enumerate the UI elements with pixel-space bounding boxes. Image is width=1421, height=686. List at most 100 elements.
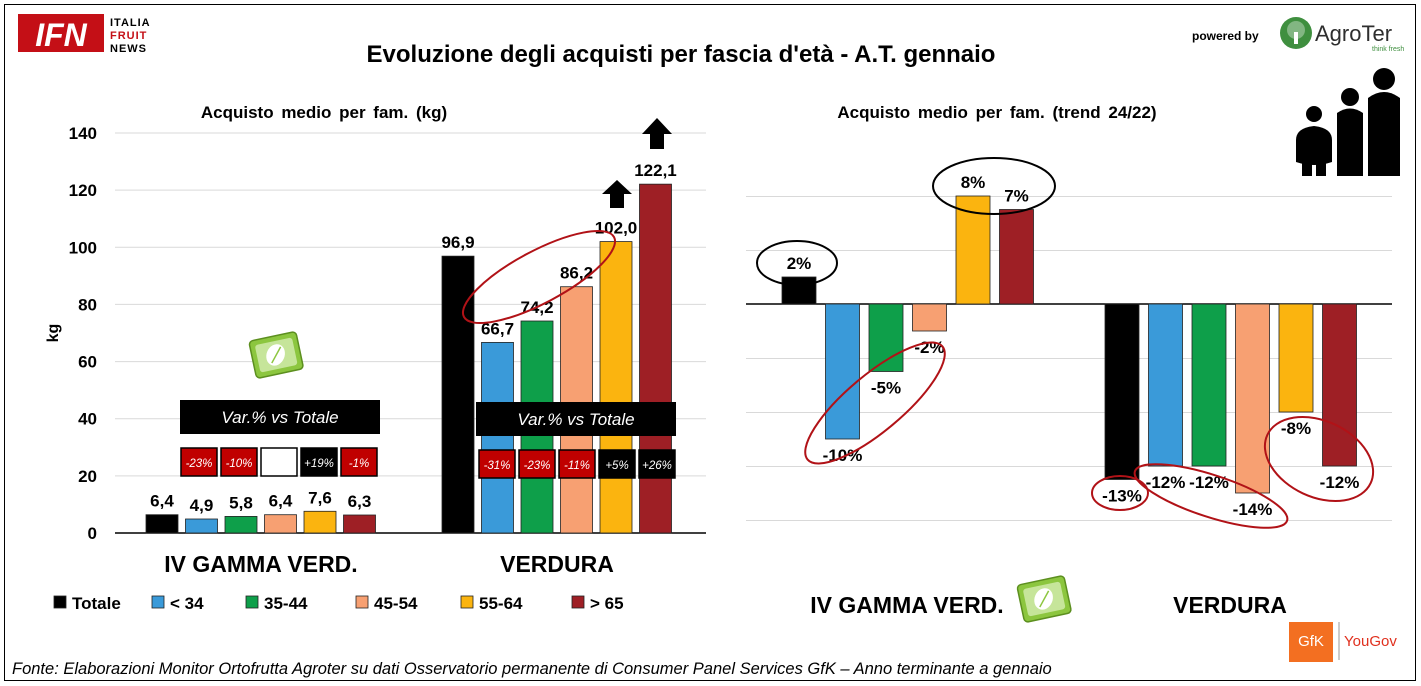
y-tick-label: 140 xyxy=(69,124,97,143)
category-label: VERDURA xyxy=(500,551,614,577)
data-label: 7,6 xyxy=(308,488,332,507)
family-silhouette-icon xyxy=(1296,68,1400,176)
agroter-tagline: think fresh xyxy=(1372,46,1404,53)
bar xyxy=(1149,304,1183,466)
var-box-iv-gamma: Var.% vs Totale -23% -10% +19% -1% xyxy=(180,400,380,476)
y-tick-label: 80 xyxy=(78,295,97,314)
salad-package-icon xyxy=(249,331,304,378)
y-tick-label: 100 xyxy=(69,238,97,257)
legend-swatch xyxy=(461,596,473,608)
bar xyxy=(304,511,336,533)
salad-package-icon xyxy=(1017,575,1072,622)
bar xyxy=(782,277,816,304)
var-chip-label: -23% xyxy=(524,460,551,472)
data-label: 5,8 xyxy=(229,493,253,512)
bar xyxy=(1000,210,1034,305)
bar xyxy=(186,519,218,533)
data-label: -12% xyxy=(1146,473,1186,492)
var-box-label: Var.% vs Totale xyxy=(221,408,338,427)
source-note: Fonte: Elaborazioni Monitor Ortofrutta A… xyxy=(12,660,1052,678)
legend-swatch xyxy=(572,596,584,608)
bar xyxy=(225,516,257,533)
powered-by-text: powered by xyxy=(1192,29,1259,43)
ifn-logo: IFN ITALIA FRUIT NEWS xyxy=(18,14,151,55)
gfk-logo-text: GfK xyxy=(1298,633,1324,650)
var-chip-label: +19% xyxy=(304,458,334,470)
data-label: 102,0 xyxy=(595,219,638,238)
legend-label: Totale xyxy=(72,594,121,613)
data-label: 122,1 xyxy=(634,161,677,180)
data-label: 96,9 xyxy=(441,233,474,252)
data-label: -13% xyxy=(1102,487,1142,506)
bar xyxy=(913,304,947,331)
var-chip-label: -31% xyxy=(484,460,511,472)
bar xyxy=(1323,304,1357,466)
gfk-logo: GfK YouGov xyxy=(1289,622,1397,662)
bar xyxy=(344,515,376,533)
y-tick-label: 20 xyxy=(78,467,97,486)
category-label: IV GAMMA VERD. xyxy=(810,592,1003,618)
legend-swatch xyxy=(54,596,66,608)
bar xyxy=(640,184,672,533)
left-chart-y-axis-label: kg xyxy=(45,324,62,343)
right-chart: Acquisto medio per fam. (trend 24/22) 2%… xyxy=(746,103,1392,618)
up-arrow-icon xyxy=(602,180,632,208)
data-label: 8% xyxy=(961,173,986,192)
data-label: 6,4 xyxy=(150,492,174,511)
left-chart: Acquisto medio per fam. (kg) kg 0 20 40 60 8… xyxy=(45,103,706,577)
data-label: 7% xyxy=(1004,187,1029,206)
legend-label: 55-64 xyxy=(479,594,523,613)
legend: Totale < 34 35-44 45-54 55-64 > 65 xyxy=(54,594,624,613)
y-tick-label: 120 xyxy=(69,181,97,200)
legend-label: > 65 xyxy=(590,594,624,613)
var-chip xyxy=(261,448,297,476)
legend-label: 35-44 xyxy=(264,594,308,613)
data-label: -5% xyxy=(871,379,901,398)
category-label: IV GAMMA VERD. xyxy=(164,551,357,577)
var-box-label: Var.% vs Totale xyxy=(517,410,634,429)
data-label: -12% xyxy=(1189,473,1229,492)
bar xyxy=(1192,304,1226,466)
legend-label: 45-54 xyxy=(374,594,418,613)
bar xyxy=(1105,304,1139,480)
data-label: 86,2 xyxy=(560,264,593,283)
bar xyxy=(1279,304,1313,412)
var-chip-label: -23% xyxy=(186,458,213,470)
ifn-logo-mark: IFN xyxy=(35,17,87,53)
page-title: Evoluzione degli acquisti per fascia d'e… xyxy=(367,41,996,68)
ifn-logo-line-1: ITALIA xyxy=(110,17,151,29)
data-label: 6,4 xyxy=(269,492,293,511)
ifn-logo-line-2: FRUIT xyxy=(110,30,147,42)
data-label: -8% xyxy=(1281,419,1311,438)
yougov-logo-text: YouGov xyxy=(1344,633,1397,650)
legend-swatch xyxy=(356,596,368,608)
right-chart-title: Acquisto medio per fam. (trend 24/22) xyxy=(837,103,1156,122)
bar xyxy=(1236,304,1270,493)
bar xyxy=(600,242,632,533)
annotation-ellipse xyxy=(933,158,1055,214)
agroter-logo: AgroTer think fresh xyxy=(1280,17,1404,53)
var-chip-label: -10% xyxy=(226,458,253,470)
y-tick-label: 40 xyxy=(78,410,97,429)
var-chip-label: +5% xyxy=(605,460,628,472)
bar xyxy=(146,515,178,533)
data-label: 2% xyxy=(787,254,812,273)
data-label: 6,3 xyxy=(348,492,372,511)
data-label: -14% xyxy=(1233,500,1273,519)
data-label: -12% xyxy=(1320,473,1360,492)
var-chip-label: +26% xyxy=(642,460,672,472)
y-tick-label: 0 xyxy=(88,524,97,543)
bar xyxy=(826,304,860,439)
bar xyxy=(265,515,297,533)
data-label: -2% xyxy=(914,338,944,357)
left-chart-title: Acquisto medio per fam. (kg) xyxy=(201,103,447,122)
legend-label: < 34 xyxy=(170,594,204,613)
up-arrow-icon xyxy=(642,118,672,149)
agroter-name: AgroTer xyxy=(1315,21,1392,46)
data-label: 4,9 xyxy=(190,496,214,515)
ifn-logo-line-3: NEWS xyxy=(110,43,147,55)
var-chip-label: -11% xyxy=(564,460,590,472)
bar xyxy=(482,342,514,533)
